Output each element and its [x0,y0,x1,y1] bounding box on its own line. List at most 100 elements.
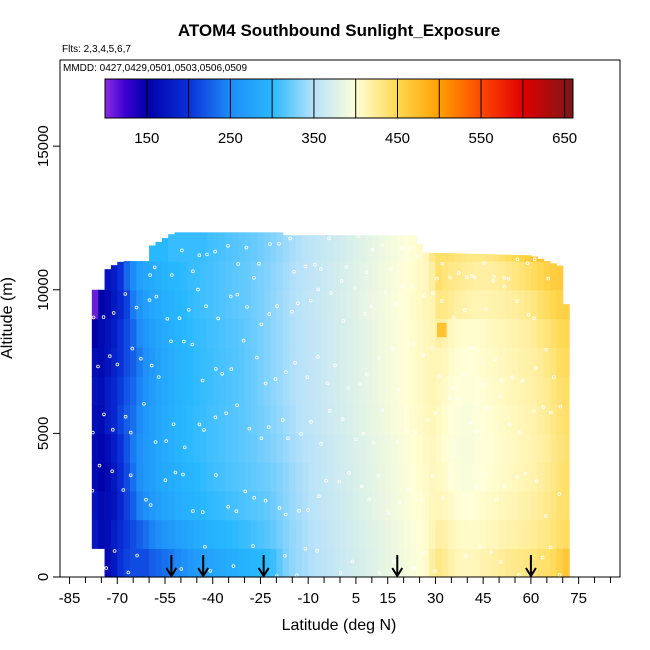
field-cell [365,433,373,463]
field-cell [518,404,526,434]
field-cell [448,318,456,348]
sample-marker [468,420,473,425]
field-cell [480,404,487,434]
field-cell [327,462,335,492]
sample-marker [448,275,453,280]
field-cell [530,404,538,434]
field-cell [480,347,487,377]
sample-marker [507,422,511,427]
sample-marker [532,257,537,262]
sample-marker [515,257,520,262]
field-cell [511,347,519,377]
field-cell [244,462,252,492]
sample-marker [102,412,106,417]
field-cell [308,375,316,406]
field-cell [473,289,481,320]
field-cell [263,232,271,262]
field-cell [492,347,500,377]
field-cell [524,255,532,262]
sample-marker [295,301,300,306]
sample-marker [115,362,120,367]
field-cell [499,519,507,549]
field-cell [187,548,195,578]
field-cell [448,347,456,377]
field-cell [276,318,284,348]
sample-marker [91,315,96,320]
field-cell [180,404,188,434]
x-tick-label: -40 [202,590,224,607]
field-cell [499,261,507,291]
field-cell [263,490,271,521]
sample-marker [337,479,342,484]
sample-marker [284,370,288,375]
field-cell [225,347,233,377]
field-cell [454,490,462,521]
field-cell [378,490,386,521]
field-cell [486,462,494,492]
field-cell [289,519,297,549]
sample-marker [392,559,397,564]
field-cell [365,347,373,377]
field-cell [492,433,500,463]
field-cell [142,347,150,377]
field-cell [556,462,564,492]
field-cell [537,258,545,262]
field-cell [174,519,182,549]
field-cell [155,519,163,549]
field-cell [231,433,239,463]
field-cell [359,462,367,492]
field-cell [180,318,188,348]
sample-marker [439,299,444,303]
field-cell [410,404,417,434]
sample-marker [510,375,515,380]
sample-marker [541,405,546,409]
field-cell [537,318,545,348]
field-cell [289,347,297,377]
field-cell [110,347,118,377]
field-cell [168,490,176,521]
field-cell [161,548,169,578]
field-cell [448,253,456,262]
field-cell [314,548,322,578]
field-cell [422,252,430,262]
field-cell [238,462,246,492]
field-cell [250,289,258,320]
profile-arrow-head [257,567,270,578]
field-cell [161,462,169,492]
sample-marker [104,566,109,570]
field-cell [320,490,328,521]
field-cell [524,318,532,348]
field-cell [467,318,475,348]
field-cell [180,548,188,578]
field-cell [505,347,513,377]
field-cell [429,404,437,434]
sample-marker [121,488,126,492]
field-cell [327,375,335,406]
field-cell [295,347,303,377]
field-cell [556,375,564,406]
field-cell [416,519,424,549]
field-cell [123,289,131,320]
field-cell [346,289,354,320]
field-cell [530,347,538,377]
field-cell [359,318,367,348]
field-cell [142,433,150,463]
field-cell [524,462,532,492]
field-cell [416,548,424,578]
sample-marker [139,356,143,361]
field-cell [511,404,519,434]
field-cell [295,490,303,521]
field-cell [238,318,246,348]
y-tick-label: 5000 [35,417,52,450]
field-cell [200,375,207,406]
field-cell [524,261,532,291]
field-cell [397,347,405,377]
field-cell [174,318,182,348]
curtain-field [91,232,570,578]
field-cell [142,462,150,492]
sample-marker [144,497,148,502]
field-cell [429,519,437,549]
field-cell [441,375,449,406]
field-cell [467,433,475,463]
field-cell [282,375,290,406]
